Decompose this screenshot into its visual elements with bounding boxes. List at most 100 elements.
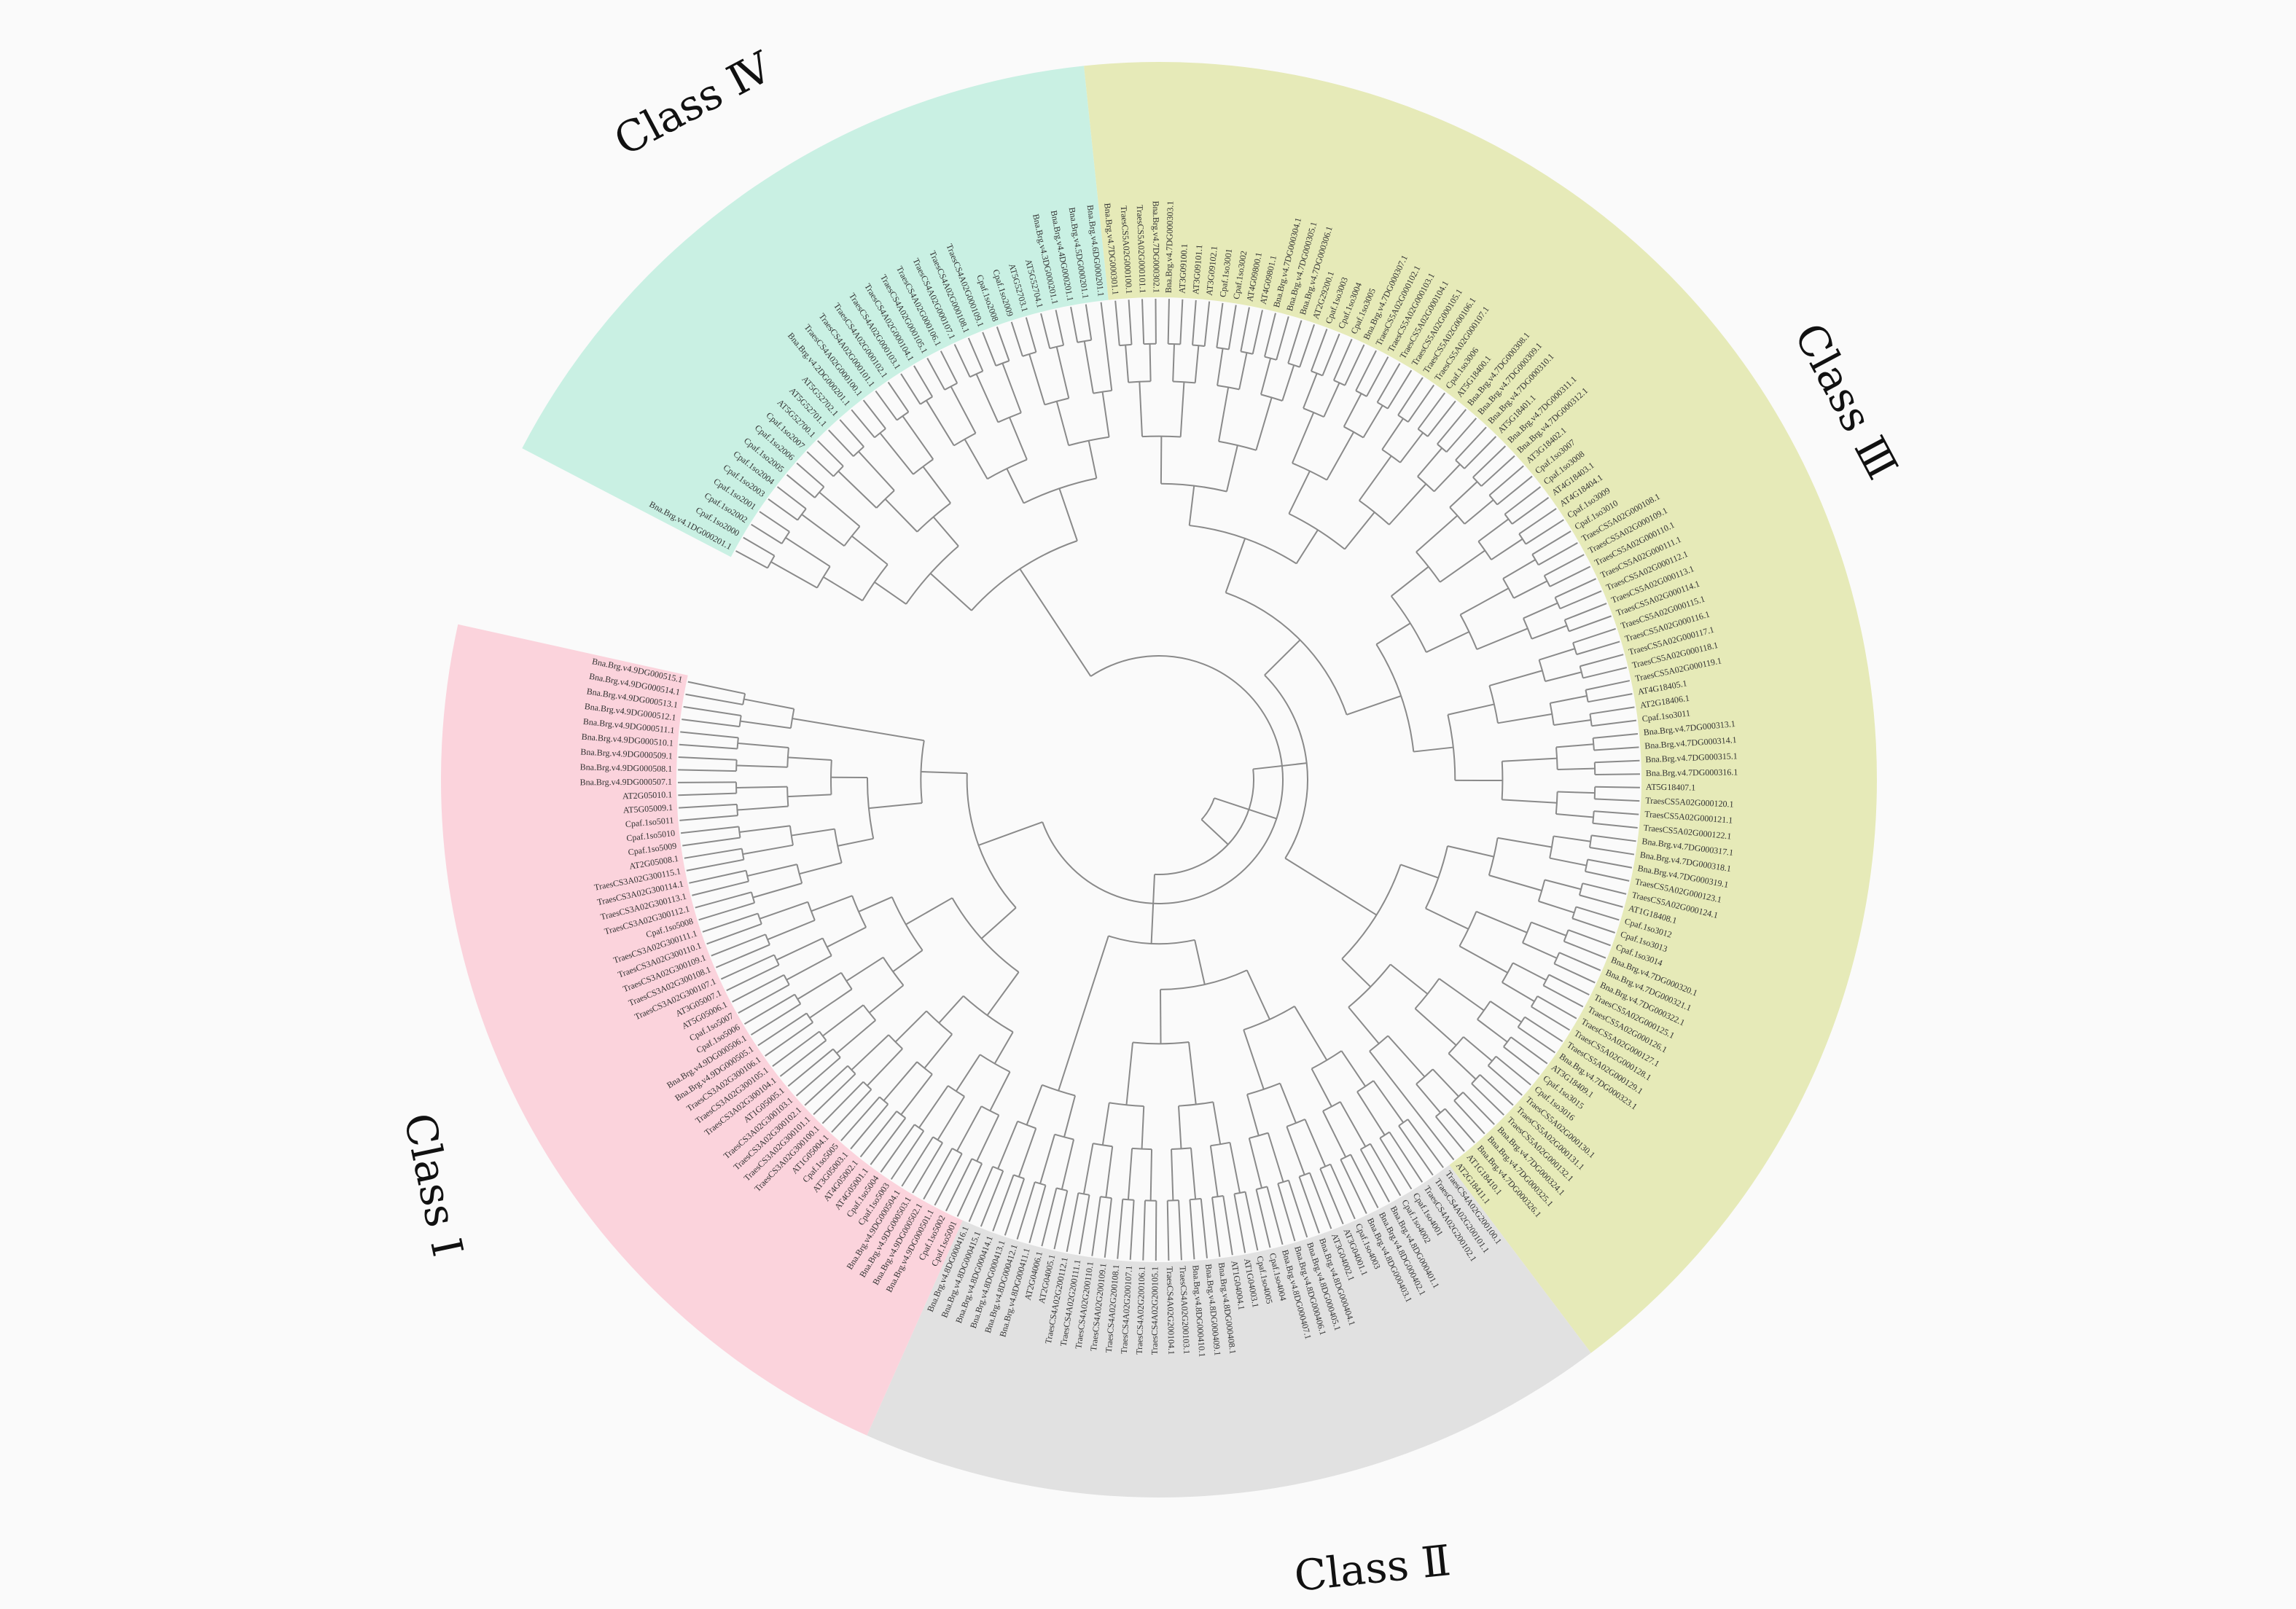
branch-segment (1016, 1181, 1036, 1240)
branch-segment (1589, 846, 1635, 856)
branch-segment (1502, 982, 1535, 1003)
branch-segment (1279, 1083, 1297, 1124)
branch-segment (811, 895, 853, 912)
branch-segment (1438, 978, 1485, 1011)
branch-segment (751, 523, 783, 544)
branch-segment (1391, 565, 1429, 597)
branch-arc (735, 759, 738, 772)
branch-segment (1200, 1198, 1208, 1258)
branch-segment (1088, 440, 1098, 479)
branch-segment (1549, 857, 1587, 866)
branch-arc (830, 759, 832, 795)
branch-arc (1538, 659, 1546, 682)
branch-segment (1203, 301, 1211, 347)
branch-segment (1139, 381, 1144, 437)
branch-arc (1554, 597, 1561, 609)
branch-segment (689, 869, 746, 884)
branch-segment (1355, 350, 1377, 391)
branch-segment (1524, 1016, 1563, 1043)
branch-segment (1125, 345, 1130, 383)
branch-segment (1399, 432, 1424, 463)
branch-segment (1346, 695, 1402, 716)
branch-segment (1459, 587, 1510, 616)
branch-arc (1108, 935, 1195, 945)
branch-arc (1200, 797, 1215, 821)
branch-arc (1234, 1191, 1246, 1195)
branch-arc (932, 1136, 943, 1144)
branch-segment (1477, 1019, 1508, 1043)
branch-segment (732, 974, 785, 1003)
branch-segment (1310, 329, 1328, 372)
branch-arc (1563, 929, 1569, 942)
branch-segment (879, 432, 914, 475)
branch-segment (1379, 1138, 1413, 1190)
branch-segment (1150, 874, 1155, 944)
branch-segment (851, 409, 875, 439)
branch-segment (1225, 445, 1238, 492)
branch-segment (1593, 732, 1639, 739)
branch-segment (1538, 542, 1578, 566)
branch-segment (1555, 813, 1594, 818)
branch-arc (953, 432, 977, 447)
branch-segment (1417, 392, 1445, 430)
branch-segment (1344, 344, 1365, 386)
branch-arc (1414, 978, 1440, 1009)
branch-segment (1545, 879, 1582, 890)
branch-segment (875, 390, 898, 421)
branch-arc (1044, 397, 1069, 406)
branch-segment (1512, 962, 1547, 981)
branch-segment (883, 1061, 918, 1101)
branch-segment (770, 561, 818, 589)
branch-segment (1101, 391, 1110, 437)
branch-segment (822, 1004, 864, 1037)
branch-segment (1277, 1183, 1296, 1242)
branch-segment (968, 1166, 993, 1222)
branch-segment (975, 373, 999, 423)
leaf-label: TraesCS4A02G200104.1 (1165, 1267, 1176, 1355)
branch-segment (1582, 667, 1628, 679)
branch-segment (837, 837, 874, 847)
branch-segment (1389, 1131, 1424, 1183)
branch-arc (797, 508, 807, 521)
branch-segment (905, 897, 953, 925)
branch-segment (1129, 1199, 1135, 1260)
branch-segment (1264, 639, 1301, 676)
branch-arc (786, 747, 789, 767)
class-1-sector (441, 624, 963, 1436)
branch-segment (1433, 463, 1461, 493)
branch-segment (913, 365, 934, 398)
branch-segment (678, 756, 737, 761)
branch-segment (1188, 485, 1195, 526)
branch-segment (964, 439, 988, 479)
branch-segment (1053, 1190, 1069, 1250)
branch-segment (1435, 1116, 1465, 1152)
branch-segment (743, 536, 776, 557)
branch-segment (1040, 313, 1051, 349)
branch-segment (821, 1081, 864, 1124)
branch-arc (1459, 911, 1477, 947)
branch-arc (847, 1065, 856, 1075)
branch-segment (1061, 1139, 1075, 1190)
branch-segment (1425, 907, 1469, 930)
branch-arc (1343, 426, 1364, 439)
branch-segment (747, 864, 797, 877)
branch-segment (967, 337, 984, 372)
branch-segment (926, 358, 945, 391)
branch-segment (1356, 1091, 1386, 1136)
branch-segment (786, 955, 832, 981)
branch-arc (1542, 974, 1550, 986)
branch-segment (750, 1003, 801, 1036)
branch-segment (982, 332, 997, 367)
branch-segment (823, 576, 863, 602)
branch-segment (1194, 345, 1200, 383)
branch-segment (1595, 786, 1640, 788)
leaf-label: Bna.Brg.v4.9DG000509.1 (580, 747, 673, 762)
branch-segment (767, 919, 816, 941)
branch-segment (1171, 1148, 1174, 1201)
branch-segment (1294, 1006, 1328, 1061)
branch-segment (1539, 648, 1575, 661)
branch-segment (1105, 1146, 1114, 1198)
branch-segment (1564, 603, 1607, 621)
branch-segment (785, 536, 831, 568)
branch-segment (1255, 1189, 1271, 1248)
